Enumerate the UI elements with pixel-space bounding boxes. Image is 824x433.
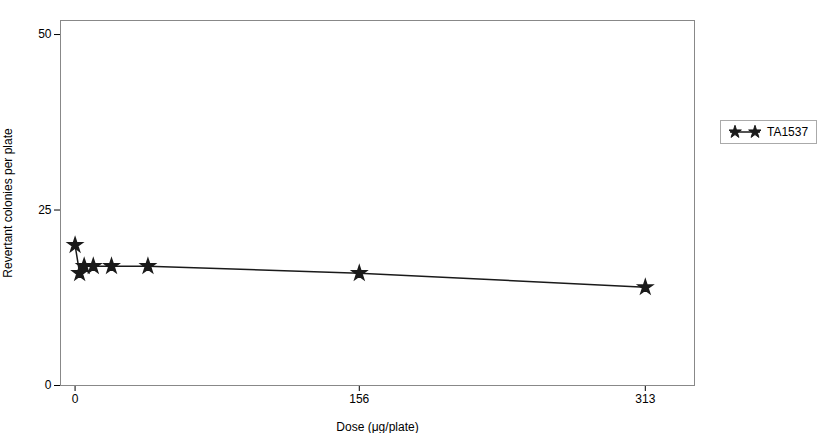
svg-text:Dose (μg/plate): Dose (μg/plate) <box>336 420 418 433</box>
svg-text:156: 156 <box>349 392 369 406</box>
svg-text:313: 313 <box>635 392 655 406</box>
svg-text:0: 0 <box>72 392 79 406</box>
svg-text:Revertant colonies per plate: Revertant colonies per plate <box>1 128 15 278</box>
svg-text:25: 25 <box>38 203 52 217</box>
html-text:TA1537: TA1537 <box>767 125 809 139</box>
svg-text:50: 50 <box>38 27 52 41</box>
svg-text:0: 0 <box>45 378 52 392</box>
